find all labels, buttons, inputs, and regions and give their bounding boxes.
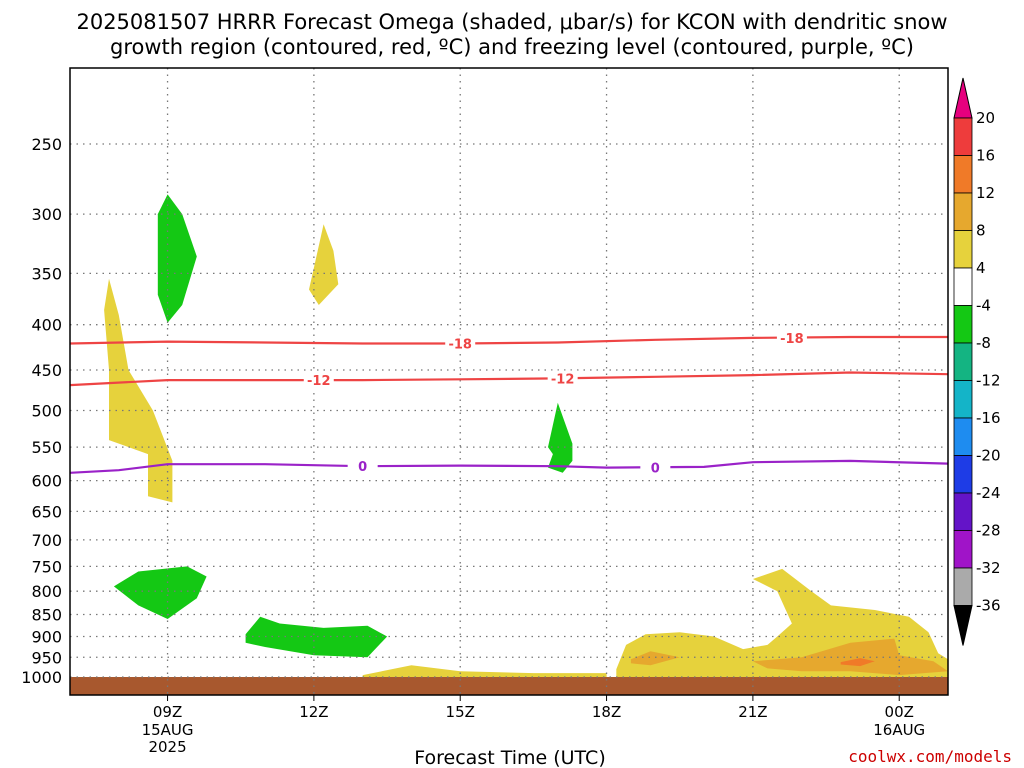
omega-shading-layer bbox=[104, 194, 948, 677]
x-tick-year: 2025 bbox=[148, 738, 186, 756]
y-tick-label: 350 bbox=[31, 264, 62, 283]
colorbar-segment bbox=[953, 567, 973, 606]
y-tick-label: 400 bbox=[31, 316, 62, 335]
contour-label: -12 bbox=[551, 372, 575, 387]
colorbar-label: 12 bbox=[976, 184, 995, 202]
chart-title-line2: growth region (contoured, red, ºC) and f… bbox=[110, 35, 914, 59]
y-tick-label: 650 bbox=[31, 502, 62, 521]
colorbar-segment bbox=[953, 492, 973, 531]
x-tick-label: 21Z bbox=[738, 703, 767, 721]
omega-region-3 bbox=[548, 402, 573, 473]
colorbar-segment bbox=[953, 267, 973, 306]
plot-frame bbox=[69, 67, 949, 696]
x-axis-label: Forecast Time (UTC) bbox=[414, 747, 605, 768]
y-tick-label: 800 bbox=[31, 582, 62, 601]
y-axis-ticks: 250 300 350 400 450 500 550 600 650 700 750 800 850 9… bbox=[21, 135, 62, 687]
colorbar-label: -28 bbox=[976, 522, 1001, 540]
omega-region-5 bbox=[245, 616, 388, 658]
contour-layer: -18 -18 -12 -12 0 0 bbox=[70, 329, 948, 477]
y-tick-label: 550 bbox=[31, 438, 62, 457]
y-tick-label: 850 bbox=[31, 606, 62, 625]
y-tick-label: 1000 bbox=[21, 668, 62, 687]
x-tick-label: 12Z bbox=[299, 703, 328, 721]
y-tick-label: 750 bbox=[31, 557, 62, 576]
x-tick-label: 15Z bbox=[446, 703, 475, 721]
colorbar-segment bbox=[953, 192, 973, 231]
y-tick-label: 700 bbox=[31, 531, 62, 550]
colorbar-label: -16 bbox=[976, 409, 1001, 427]
contour-label: -18 bbox=[448, 337, 472, 352]
credit-text: coolwx.com/models bbox=[848, 747, 1012, 766]
omega-region-0 bbox=[157, 194, 197, 323]
x-tick-date: 16AUG bbox=[873, 721, 925, 739]
contour-label-bg bbox=[445, 335, 476, 352]
contour-line-2 bbox=[70, 459, 948, 474]
colorbar-label: -24 bbox=[976, 484, 1001, 502]
colorbar-label: -8 bbox=[976, 334, 991, 352]
colorbar-top-arrow bbox=[953, 77, 973, 119]
y-tick-label: 500 bbox=[31, 402, 62, 421]
colorbar-segment bbox=[953, 530, 973, 569]
x-tick-label: 09Z bbox=[153, 703, 182, 721]
omega-region-7 bbox=[362, 665, 607, 677]
y-tick-label: 250 bbox=[31, 135, 62, 154]
contour-label: -18 bbox=[780, 332, 804, 347]
contour-label: 0 bbox=[358, 460, 367, 475]
terrain-band bbox=[70, 677, 948, 695]
contour-label: -12 bbox=[307, 374, 331, 389]
omega-region-4 bbox=[113, 566, 207, 619]
contour-label-bg bbox=[303, 372, 334, 389]
colorbar-label: 8 bbox=[976, 222, 986, 240]
colorbar-label: 16 bbox=[976, 147, 995, 165]
x-tick-date: 15AUG bbox=[142, 721, 194, 739]
colorbar-segment bbox=[953, 380, 973, 419]
omega-region-9 bbox=[630, 651, 680, 666]
y-tick-label: 950 bbox=[31, 648, 62, 667]
chart-title-line1: 2025081507 HRRR Forecast Omega (shaded, … bbox=[76, 10, 947, 34]
colorbar-label: -32 bbox=[976, 559, 1001, 577]
x-tick-label: 18Z bbox=[592, 703, 621, 721]
colorbar-label: 4 bbox=[976, 259, 986, 277]
contour-line-0 bbox=[70, 335, 948, 345]
colorbar-label: -36 bbox=[976, 597, 1001, 615]
colorbar-segment bbox=[953, 230, 973, 269]
colorbar-segment bbox=[953, 342, 973, 381]
colorbar-segment bbox=[953, 455, 973, 494]
plot-area: -18 -18 -12 -12 0 0 250 300 350 400 450 500 550 600 6… bbox=[21, 67, 949, 756]
colorbar-segment bbox=[953, 417, 973, 456]
omega-region-10 bbox=[840, 658, 875, 667]
colorbar-label: 20 bbox=[976, 109, 995, 127]
colorbar: 20 16 12 8 4 -4 -8 -12 -16 -20 -24 -28 -32 -36 bbox=[953, 77, 1001, 646]
omega-region-1 bbox=[309, 224, 339, 305]
y-tick-label: 300 bbox=[31, 205, 62, 224]
colorbar-segment bbox=[953, 155, 973, 194]
y-tick-label: 600 bbox=[31, 472, 62, 491]
contour-label-bg bbox=[640, 459, 671, 476]
colorbar-label: -20 bbox=[976, 447, 1001, 465]
contour-label-bg bbox=[776, 329, 807, 346]
colorbar-label: -4 bbox=[976, 297, 991, 315]
colorbar-bottom-arrow bbox=[953, 605, 973, 646]
contour-label: 0 bbox=[651, 462, 660, 477]
colorbar-segment bbox=[953, 117, 973, 156]
contour-line-1 bbox=[70, 371, 948, 387]
y-tick-label: 450 bbox=[31, 361, 62, 380]
contour-label-bg bbox=[347, 458, 378, 475]
x-tick-label: 00Z bbox=[885, 703, 914, 721]
colorbar-label: -12 bbox=[976, 372, 1001, 390]
contour-label-bg bbox=[547, 370, 578, 387]
colorbar-segment bbox=[953, 305, 973, 344]
terrain-layer bbox=[70, 677, 948, 695]
y-tick-label: 900 bbox=[31, 627, 62, 646]
